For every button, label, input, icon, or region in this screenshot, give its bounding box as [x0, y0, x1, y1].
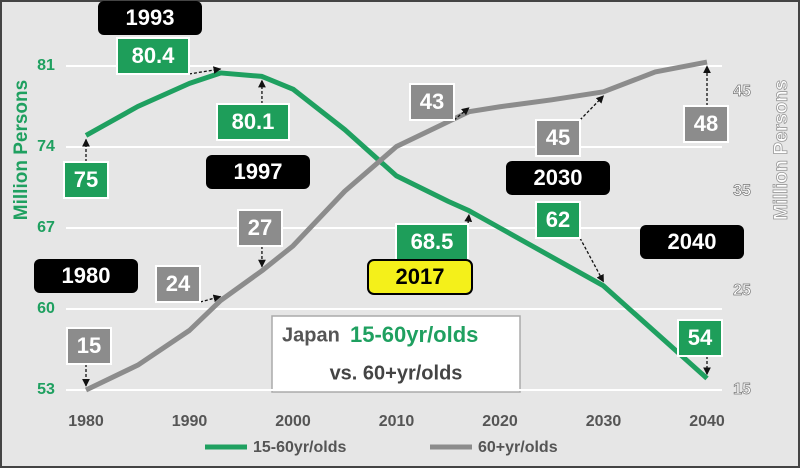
- label-arrow: [188, 66, 222, 75]
- year-label: 1980: [62, 263, 111, 288]
- legend-label: 15-60yr/olds: [253, 439, 346, 456]
- y2-axis-label: Million Persons: [771, 80, 792, 220]
- year-label-box: [98, 1, 202, 35]
- value-label-box: [63, 161, 109, 199]
- y-tick-label: 53: [37, 381, 55, 398]
- value-label-box: [116, 37, 190, 75]
- series-line: [84, 70, 709, 381]
- value-label: 43: [420, 89, 444, 114]
- value-label-box: [683, 105, 729, 143]
- value-label: 15: [77, 333, 101, 358]
- value-label-box: [535, 119, 581, 157]
- value-label: 27: [248, 215, 272, 240]
- x-tick-label: 2000: [275, 413, 311, 430]
- y2-tick-label: 35: [733, 182, 751, 199]
- title-box: [271, 315, 521, 393]
- year-label: 2040: [668, 229, 717, 254]
- title-part: Japan: [282, 324, 340, 346]
- x-tick-label: 2020: [482, 413, 518, 430]
- value-label: 24: [166, 271, 191, 296]
- year-label: 1997: [234, 159, 283, 184]
- y-tick-label: 74: [37, 138, 55, 155]
- value-label-box: [237, 209, 283, 247]
- y2-tick-label: 15: [733, 381, 751, 398]
- value-label: 54: [688, 325, 713, 350]
- series-line: [84, 59, 708, 393]
- year-label: 1993: [126, 5, 175, 30]
- x-tick-label: 2010: [379, 413, 415, 430]
- legend-label: 60+yr/olds: [478, 439, 558, 456]
- y-tick-label: 60: [37, 300, 55, 317]
- value-label-box: [216, 103, 290, 141]
- value-label-box: [395, 223, 469, 261]
- label-arrow: [453, 107, 470, 121]
- x-tick-label: 2040: [689, 413, 725, 430]
- value-label: 68.5: [411, 229, 454, 254]
- year-label-box: [640, 225, 744, 259]
- year-label: 2017: [396, 264, 445, 289]
- y-tick-label: 67: [37, 219, 55, 236]
- year-label-box: [506, 161, 610, 195]
- value-label-box: [677, 319, 723, 357]
- title-part: 15-60yr/olds: [350, 322, 478, 347]
- year-label-box: [367, 259, 473, 295]
- value-label: 62: [546, 207, 570, 232]
- value-label-box: [155, 265, 201, 303]
- year-label-box: [206, 155, 310, 189]
- x-tick-label: 2030: [586, 413, 622, 430]
- y2-tick-label: 45: [733, 83, 751, 100]
- value-label: 80.4: [132, 43, 176, 68]
- title-part: vs. 60+yr/olds: [330, 362, 463, 384]
- value-label: 75: [74, 167, 98, 192]
- label-arrow: [579, 95, 605, 121]
- label-arrow: [464, 213, 473, 225]
- value-label: 80.1: [232, 109, 275, 134]
- value-label: 48: [694, 111, 718, 136]
- year-label-box: [34, 259, 138, 293]
- value-label-box: [409, 83, 455, 121]
- x-tick-label: 1990: [172, 413, 208, 430]
- y-axis-label: Million Persons: [11, 80, 32, 220]
- y-tick-label: 81: [37, 57, 55, 74]
- x-tick-label: 1980: [68, 413, 104, 430]
- value-label: 45: [546, 125, 570, 150]
- label-arrow: [579, 237, 605, 283]
- label-arrow: [199, 294, 222, 303]
- value-label-box: [535, 201, 581, 239]
- value-label-box: [66, 327, 112, 365]
- year-label: 2030: [534, 165, 583, 190]
- y2-tick-label: 25: [733, 282, 751, 299]
